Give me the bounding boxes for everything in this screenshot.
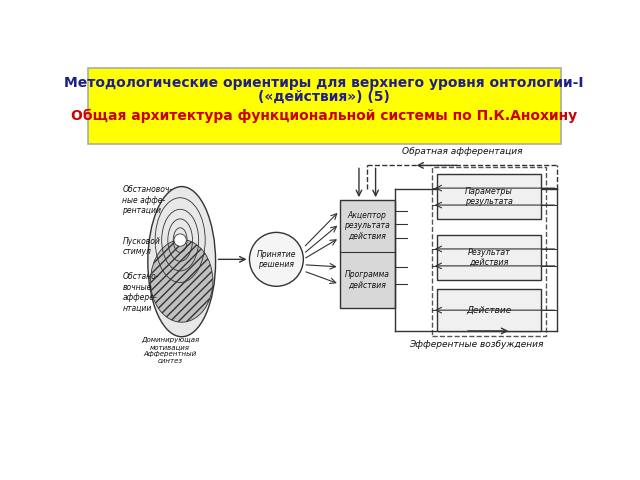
FancyBboxPatch shape <box>436 289 541 331</box>
FancyBboxPatch shape <box>88 68 561 144</box>
Circle shape <box>250 232 303 286</box>
Text: Акцептор
результата
действия: Акцептор результата действия <box>344 211 390 241</box>
Text: Методологические ориентиры для верхнего уровня онтологии-I: Методологические ориентиры для верхнего … <box>65 76 584 90</box>
Ellipse shape <box>150 240 213 322</box>
Text: Принятие
решения: Принятие решения <box>257 250 296 269</box>
Text: Эфферентные возбуждения: Эфферентные возбуждения <box>409 340 543 349</box>
FancyBboxPatch shape <box>340 200 395 308</box>
Text: Пусковой
стимул: Пусковой стимул <box>122 237 160 256</box>
Text: Доминирующая
мотивация
Афферентный
синтез: Доминирующая мотивация Афферентный синте… <box>141 336 199 364</box>
Text: Обстано-
вочные
аффере-
нтации: Обстано- вочные аффере- нтации <box>122 272 159 312</box>
Text: Результат
действия: Результат действия <box>468 248 510 267</box>
Text: Программа
действия: Программа действия <box>345 270 390 289</box>
Ellipse shape <box>148 187 216 337</box>
Circle shape <box>174 234 186 246</box>
FancyBboxPatch shape <box>436 235 541 280</box>
Text: Обстановоч-
ные аффе-
рентации: Обстановоч- ные аффе- рентации <box>122 185 173 215</box>
Text: Действие: Действие <box>467 306 511 315</box>
Text: Обратная афферентация: Обратная афферентация <box>402 147 523 156</box>
Text: («действия») (5): («действия») (5) <box>258 90 390 104</box>
Text: Параметры
результата: Параметры результата <box>465 187 513 206</box>
FancyBboxPatch shape <box>436 174 541 219</box>
Text: Общая архитектура функциональной системы по П.К.Анохину: Общая архитектура функциональной системы… <box>71 108 577 122</box>
